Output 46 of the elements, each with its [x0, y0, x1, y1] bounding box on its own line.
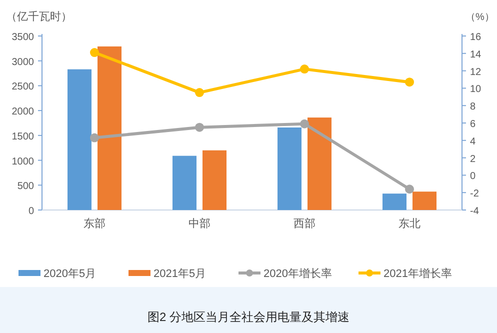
bar [308, 118, 332, 210]
legend-label: 2021年5月 [154, 268, 206, 280]
y2-tick-label: -2 [470, 188, 480, 200]
y-tick-label: 2500 [12, 82, 34, 93]
y-axis-title: （亿千瓦时） [6, 10, 72, 23]
x-tick-label: 西部 [294, 217, 316, 230]
y2-tick-label: 4 [470, 136, 476, 148]
y2-tick-label: 12 [470, 66, 482, 78]
x-tick-label: 中部 [188, 217, 210, 230]
bar [382, 194, 406, 210]
point [405, 78, 414, 87]
y-tick-label: 3000 [12, 56, 34, 68]
bar [202, 150, 226, 210]
y2-tick-label: 2 [470, 154, 476, 165]
y2-tick-label: -4 [470, 206, 480, 217]
point [405, 184, 414, 194]
y-tick-label: 0 [28, 206, 34, 217]
y-tick-label: 1500 [12, 131, 34, 142]
point [90, 48, 99, 58]
text: 图2 分地区当月全社会用电量及其增速 [147, 310, 350, 324]
legend-label: 2020年5月 [44, 268, 96, 280]
point [90, 133, 99, 142]
legend-label: 2020年增长率 [264, 267, 332, 280]
y2-tick-label: 0 [470, 171, 476, 182]
bar [172, 156, 196, 210]
point [195, 88, 204, 98]
point [195, 122, 204, 132]
bar [98, 46, 122, 210]
x-tick-label: 东部 [84, 217, 106, 230]
bar [278, 127, 302, 210]
bar [68, 69, 92, 210]
x-tick-label: 东北 [398, 217, 420, 230]
bar [412, 192, 436, 210]
y2-axis-title: （%） [466, 12, 494, 23]
point [300, 64, 309, 74]
y-tick-label: 1000 [12, 156, 34, 168]
y-tick-label: 500 [17, 181, 34, 192]
y-tick-label: 3500 [12, 32, 34, 43]
y2-tick-label: 8 [470, 102, 476, 113]
point [300, 119, 309, 128]
y2-tick-label: 16 [470, 32, 482, 43]
y-tick-label: 2000 [12, 106, 34, 118]
legend-label: 2021年增长率 [384, 267, 452, 280]
y2-tick-label: 10 [470, 84, 482, 96]
y2-tick-label: 6 [470, 119, 476, 130]
y2-tick-label: 14 [470, 49, 482, 60]
